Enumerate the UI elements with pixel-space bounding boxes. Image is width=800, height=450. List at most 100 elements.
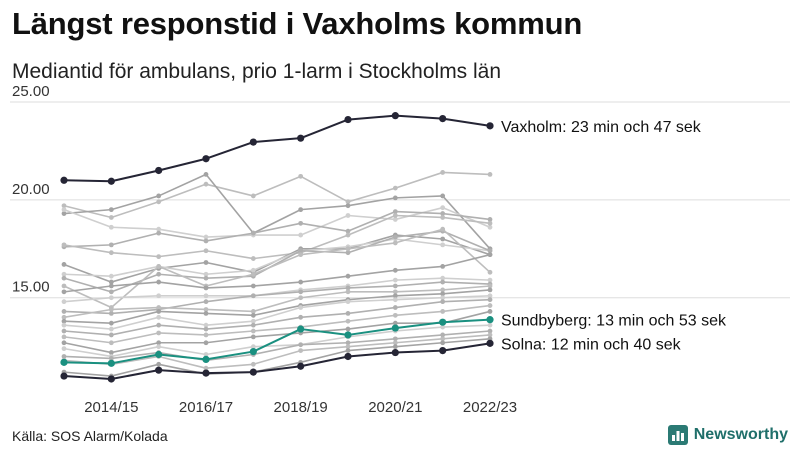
background-series-point	[440, 211, 446, 216]
series-sundbyberg-point	[344, 331, 352, 339]
series-solna-label: Solna: 12 min och 40 sek	[501, 336, 682, 353]
background-series-point	[203, 285, 209, 291]
series-solna-point	[344, 352, 352, 361]
background-series-point	[61, 242, 67, 248]
background-series-point	[487, 328, 493, 334]
series-solna-point	[486, 339, 494, 347]
background-series-point	[156, 293, 162, 299]
x-tick-label: 2022/23	[463, 399, 517, 416]
background-series-point	[345, 228, 351, 234]
background-series-point	[61, 354, 67, 359]
background-series-point	[108, 310, 114, 316]
background-series-point	[440, 275, 446, 281]
background-series-point	[61, 328, 67, 334]
background-series-point	[440, 309, 446, 314]
background-series-point	[440, 170, 446, 175]
series-vaxholm-point	[391, 112, 399, 120]
background-series-point	[156, 271, 162, 277]
background-series-point	[61, 262, 67, 267]
background-series-point	[156, 330, 162, 336]
background-series-line	[63, 304, 491, 344]
background-series-point	[487, 297, 493, 303]
background-series-point	[156, 193, 162, 199]
background-series-line	[63, 338, 491, 377]
background-series-point	[61, 309, 67, 314]
background-series-point	[108, 250, 114, 256]
background-series-line	[63, 324, 491, 358]
background-series-point	[345, 285, 351, 291]
background-series-point	[203, 260, 209, 265]
series-solna-line	[63, 342, 491, 380]
background-series-point	[440, 236, 446, 242]
background-series-point	[250, 271, 256, 277]
series-sundbyberg-point	[391, 324, 399, 332]
background-series-point	[392, 293, 398, 299]
background-series-point	[392, 209, 398, 214]
background-series-point	[487, 269, 493, 275]
background-series-point	[203, 234, 209, 240]
background-series-point	[156, 340, 162, 346]
background-series-point	[203, 299, 209, 305]
chart-title: Längst responstid i Vaxholms kommun	[12, 6, 583, 41]
background-series-point	[487, 322, 493, 328]
background-series-point	[487, 252, 493, 258]
background-series-point	[203, 275, 209, 281]
series-vaxholm-point	[155, 166, 163, 175]
series-sundbyberg-point	[107, 359, 115, 367]
background-series-point	[108, 332, 114, 338]
background-series-line	[63, 294, 491, 330]
background-series-point	[440, 205, 446, 211]
background-series-point	[298, 252, 304, 258]
background-series-point	[345, 250, 351, 256]
background-series-line	[63, 228, 491, 309]
background-series-point	[61, 334, 67, 340]
background-series-point	[108, 307, 114, 312]
background-series-line	[63, 330, 491, 362]
background-series-line	[63, 214, 491, 260]
bar-chart-logo-icon	[667, 425, 688, 445]
background-series-point	[108, 273, 114, 279]
series-sundbyberg-point	[249, 347, 257, 356]
background-series-point	[61, 203, 67, 209]
background-series-point	[298, 342, 304, 348]
background-series-point	[392, 289, 398, 295]
background-series-point	[203, 248, 209, 254]
background-series-point	[487, 303, 493, 308]
background-series-point	[250, 256, 256, 261]
background-series-point	[487, 217, 493, 222]
background-series-point	[61, 289, 67, 295]
background-series-point	[250, 318, 256, 324]
background-series-point	[203, 352, 209, 357]
background-series-point	[108, 242, 114, 248]
background-series-point	[487, 309, 493, 314]
background-series-point	[108, 224, 114, 230]
x-tick-label: 2020/21	[368, 399, 422, 416]
background-series-point	[203, 307, 209, 312]
series-solna-point	[107, 375, 115, 383]
chart-subtitle: Mediantid för ambulans, prio 1-larm i St…	[12, 60, 502, 83]
background-series-point	[392, 312, 398, 318]
series-solna-point	[249, 368, 257, 376]
background-series-point	[156, 254, 162, 260]
background-series-point	[250, 328, 256, 334]
background-series-point	[392, 195, 398, 201]
background-series-point	[250, 334, 256, 340]
background-series-point	[156, 230, 162, 236]
brand-name: Newsworthy	[693, 426, 788, 443]
background-series-point	[392, 344, 398, 350]
background-series-point	[250, 322, 256, 328]
background-series-point	[250, 312, 256, 318]
background-series-point	[156, 344, 162, 350]
background-series-point	[440, 295, 446, 301]
background-series-point	[487, 287, 493, 293]
background-series-point	[487, 283, 493, 289]
background-series-point	[250, 344, 256, 350]
series-sundbyberg-label: Sundbyberg: 13 min och 53 sek	[501, 313, 727, 330]
series-solna-point	[60, 372, 68, 380]
background-series-point	[108, 320, 114, 326]
series-vaxholm-point	[202, 155, 210, 163]
x-tick-label: 2014/15	[84, 399, 138, 416]
background-series-point	[156, 226, 162, 232]
background-series-point	[440, 332, 446, 338]
series-sundbyberg-point	[486, 316, 494, 324]
